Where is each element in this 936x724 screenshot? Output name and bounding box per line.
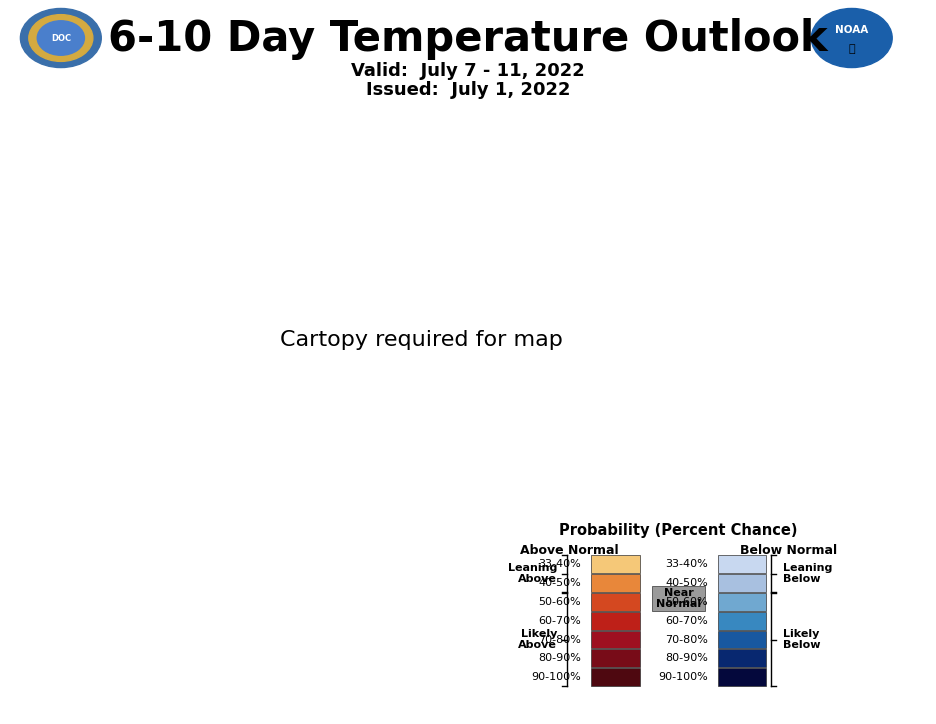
Text: 6-10 Day Temperature Outlook: 6-10 Day Temperature Outlook <box>109 18 827 60</box>
Text: Valid:  July 7 - 11, 2022: Valid: July 7 - 11, 2022 <box>351 62 585 80</box>
Bar <box>718 593 767 611</box>
Text: Likely
Above: Likely Above <box>518 628 557 650</box>
Bar <box>718 631 767 649</box>
Bar <box>651 586 706 611</box>
Bar <box>718 555 767 573</box>
Text: NOAA: NOAA <box>835 25 869 35</box>
Text: Cartopy required for map: Cartopy required for map <box>280 330 563 350</box>
Text: 60-70%: 60-70% <box>665 615 708 626</box>
Circle shape <box>37 21 84 55</box>
Bar <box>718 574 767 592</box>
Text: 🐦: 🐦 <box>848 44 856 54</box>
Bar <box>591 668 639 686</box>
Text: 80-90%: 80-90% <box>665 653 708 663</box>
Text: Leaning
Below: Leaning Below <box>783 563 833 584</box>
Text: 60-70%: 60-70% <box>538 615 581 626</box>
Text: 33-40%: 33-40% <box>538 559 581 569</box>
Text: 33-40%: 33-40% <box>665 559 708 569</box>
Text: 50-60%: 50-60% <box>665 597 708 607</box>
Bar <box>591 649 639 668</box>
Text: Leaning
Above: Leaning Above <box>507 563 557 584</box>
Bar <box>591 555 639 573</box>
Bar <box>718 668 767 686</box>
Text: Likely
Below: Likely Below <box>783 628 821 650</box>
Bar <box>591 574 639 592</box>
Bar <box>591 593 639 611</box>
Text: Issued:  July 1, 2022: Issued: July 1, 2022 <box>366 81 570 99</box>
Text: 90-100%: 90-100% <box>532 672 581 682</box>
Bar <box>718 649 767 668</box>
Text: 40-50%: 40-50% <box>665 578 708 588</box>
Text: 70-80%: 70-80% <box>665 634 708 644</box>
Text: DOC: DOC <box>51 33 71 43</box>
Text: 50-60%: 50-60% <box>538 597 581 607</box>
Text: 40-50%: 40-50% <box>538 578 581 588</box>
Text: Above Normal: Above Normal <box>519 544 619 557</box>
Text: Near
Normal: Near Normal <box>656 587 701 609</box>
Bar <box>591 631 639 649</box>
Text: 80-90%: 80-90% <box>538 653 581 663</box>
Circle shape <box>812 9 892 67</box>
Bar <box>718 612 767 630</box>
Text: Probability (Percent Chance): Probability (Percent Chance) <box>560 523 797 539</box>
Text: Below Normal: Below Normal <box>739 544 837 557</box>
Bar <box>591 612 639 630</box>
Circle shape <box>29 14 93 62</box>
Text: 70-80%: 70-80% <box>538 634 581 644</box>
Circle shape <box>21 9 101 67</box>
Text: 90-100%: 90-100% <box>658 672 708 682</box>
